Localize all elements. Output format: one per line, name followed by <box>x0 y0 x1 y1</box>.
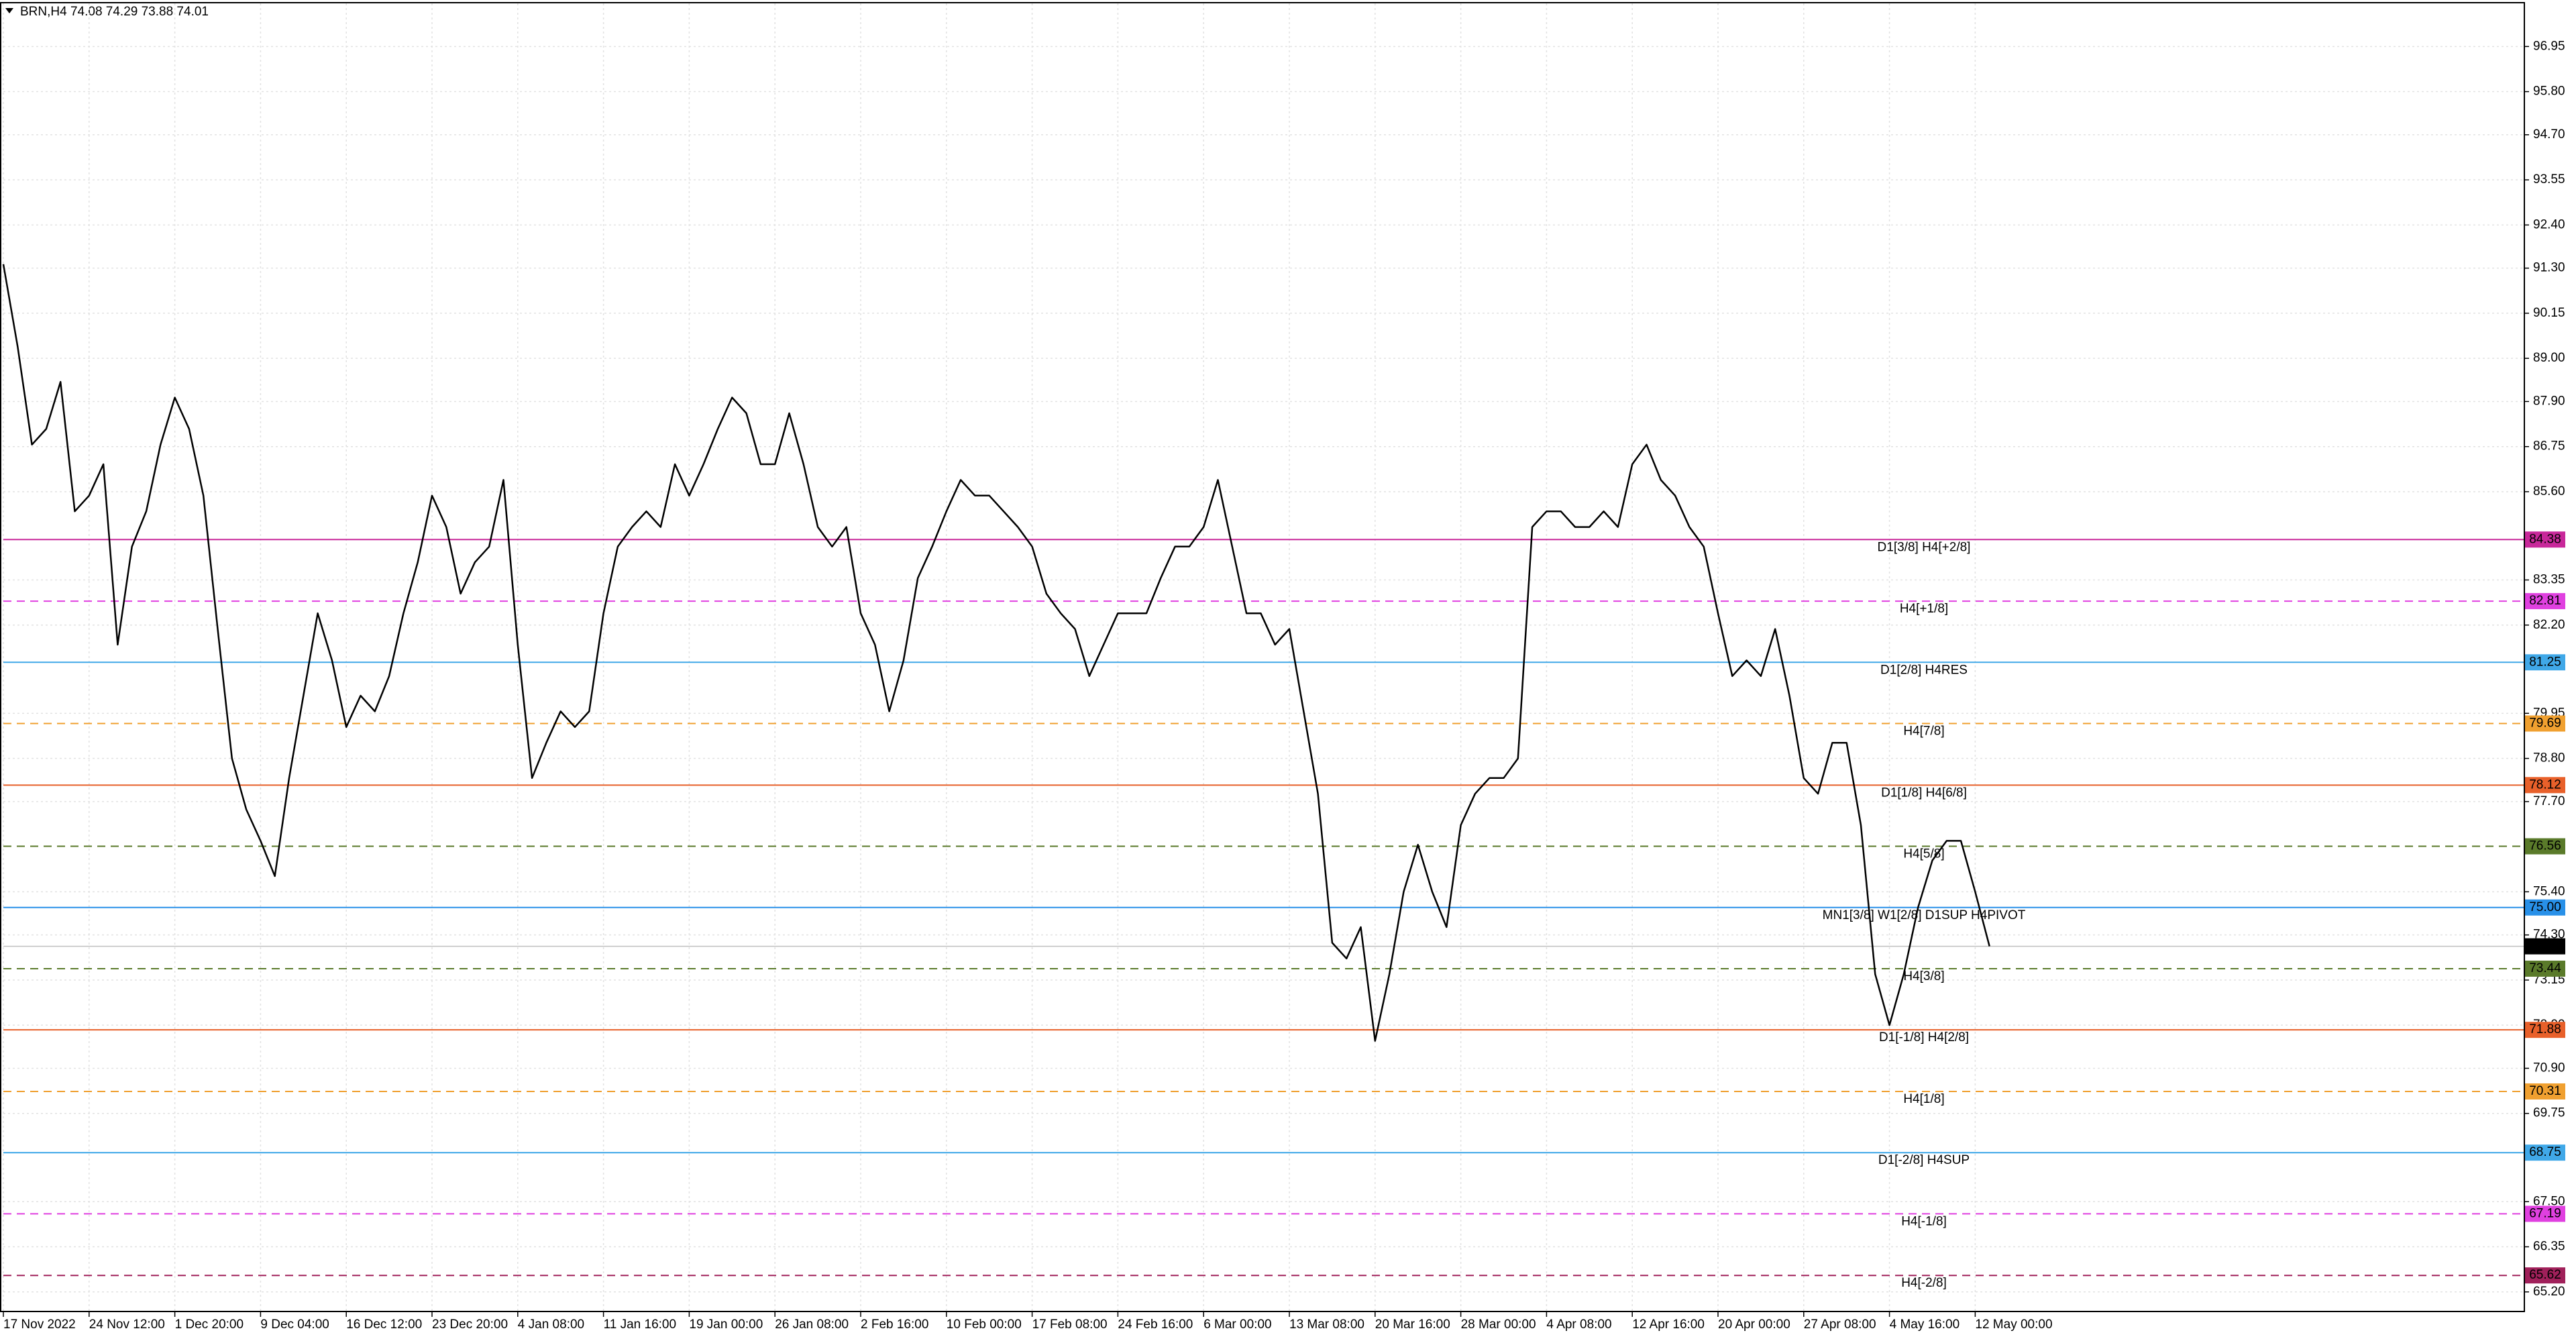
y-tick-label: 95.80 <box>2533 85 2565 99</box>
y-tick-label: 77.70 <box>2533 794 2565 808</box>
price-tag <box>2525 960 2565 977</box>
x-tick-label: 4 Jan 08:00 <box>518 1318 584 1332</box>
last-price-label: 74.01 <box>2529 939 2561 953</box>
y-tick-label: 89.00 <box>2533 351 2565 365</box>
x-tick-label: 12 Apr 16:00 <box>1632 1318 1705 1332</box>
y-tick-label: 92.40 <box>2533 217 2565 231</box>
x-tick-label: 2 Feb 16:00 <box>861 1318 928 1332</box>
price-tag-label: 68.75 <box>2529 1145 2561 1159</box>
price-tag-label: 81.25 <box>2529 655 2561 669</box>
y-tick-label: 70.90 <box>2533 1061 2565 1075</box>
x-tick-label: 20 Mar 16:00 <box>1375 1318 1450 1332</box>
level-label: H4[-2/8] <box>1901 1276 1947 1290</box>
x-tick-label: 24 Nov 12:00 <box>89 1318 165 1332</box>
price-tag <box>2525 838 2565 855</box>
y-tick-label: 91.30 <box>2533 261 2565 275</box>
price-tag <box>2525 777 2565 794</box>
y-tick-label: 94.70 <box>2533 127 2565 142</box>
x-tick-label: 6 Mar 00:00 <box>1203 1318 1271 1332</box>
y-tick-label: 66.35 <box>2533 1240 2565 1254</box>
price-tag-label: 79.69 <box>2529 716 2561 731</box>
level-label: D1[2/8] H4RES <box>1880 663 1968 677</box>
y-tick-label: 93.55 <box>2533 172 2565 186</box>
x-tick-label: 4 Apr 08:00 <box>1546 1318 1611 1332</box>
y-tick-label: 86.75 <box>2533 439 2565 453</box>
x-tick-label: 4 May 16:00 <box>1890 1318 1960 1332</box>
x-tick-label: 11 Jan 16:00 <box>604 1318 676 1332</box>
y-tick-label: 74.30 <box>2533 928 2565 942</box>
x-tick-label: 12 May 00:00 <box>1975 1318 2052 1332</box>
price-tag-label: 78.12 <box>2529 778 2561 792</box>
level-label: D1[-1/8] H4[2/8] <box>1879 1030 1969 1045</box>
price-tag-label: 73.44 <box>2529 961 2561 975</box>
price-tag-label: 71.88 <box>2529 1022 2561 1036</box>
price-tag-label: 84.38 <box>2529 532 2561 546</box>
chart-title: BRN,H4 74.08 74.29 73.88 74.01 <box>20 5 209 19</box>
level-label: H4[1/8] <box>1903 1092 1944 1106</box>
level-label: H4[7/8] <box>1903 725 1944 739</box>
y-tick-label: 96.95 <box>2533 39 2565 53</box>
x-tick-label: 17 Feb 08:00 <box>1032 1318 1108 1332</box>
y-tick-label: 83.35 <box>2533 573 2565 587</box>
price-tag <box>2525 1267 2565 1284</box>
price-tag <box>2525 593 2565 610</box>
level-label: H4[-1/8] <box>1901 1214 1947 1228</box>
y-tick-label: 85.60 <box>2533 484 2565 498</box>
y-tick-label: 82.20 <box>2533 618 2565 632</box>
x-tick-label: 1 Dec 20:00 <box>175 1318 244 1332</box>
price-tag <box>2525 899 2565 916</box>
price-tag <box>2525 715 2565 732</box>
y-tick-label: 78.80 <box>2533 751 2565 765</box>
price-tag <box>2525 1022 2565 1038</box>
x-tick-label: 27 Apr 08:00 <box>1804 1318 1876 1332</box>
x-tick-label: 23 Dec 20:00 <box>432 1318 508 1332</box>
price-tag <box>2525 531 2565 548</box>
x-tick-label: 24 Feb 16:00 <box>1118 1318 1193 1332</box>
y-tick-label: 87.90 <box>2533 394 2565 408</box>
x-tick-label: 16 Dec 12:00 <box>346 1318 422 1332</box>
y-tick-label: 90.15 <box>2533 306 2565 320</box>
plot-frame <box>0 2 2525 1312</box>
price-tag-label: 82.81 <box>2529 594 2561 608</box>
level-label: D1[1/8] H4[6/8] <box>1881 786 1967 800</box>
level-label: H4[+1/8] <box>1900 602 1948 616</box>
price-tag-label: 75.00 <box>2529 900 2561 914</box>
price-tag <box>2525 1144 2565 1161</box>
level-label: D1[3/8] H4[+2/8] <box>1878 540 1971 554</box>
price-tag <box>2525 1206 2565 1222</box>
price-tag-label: 76.56 <box>2529 839 2561 853</box>
x-tick-label: 19 Jan 00:00 <box>689 1318 763 1332</box>
title-icon <box>5 8 13 13</box>
price-tag <box>2525 654 2565 671</box>
level-label: MN1[3/8] W1[2/8] D1SUP H4PIVOT <box>1823 908 2026 922</box>
last-price-tag <box>2525 938 2565 955</box>
y-tick-label: 75.40 <box>2533 884 2565 898</box>
x-tick-label: 17 Nov 2022 <box>3 1318 76 1332</box>
price-tag <box>2525 1083 2565 1100</box>
level-label: H4[5/8] <box>1903 847 1944 861</box>
y-tick-label: 69.75 <box>2533 1106 2565 1120</box>
x-tick-label: 26 Jan 08:00 <box>775 1318 849 1332</box>
x-tick-label: 13 Mar 08:00 <box>1289 1318 1364 1332</box>
price-line <box>2 264 1990 1042</box>
price-tag-label: 67.19 <box>2529 1206 2561 1220</box>
x-tick-label: 28 Mar 00:00 <box>1461 1318 1536 1332</box>
x-tick-label: 9 Dec 04:00 <box>260 1318 329 1332</box>
x-tick-label: 10 Feb 00:00 <box>947 1318 1022 1332</box>
price-tag-label: 70.31 <box>2529 1084 2561 1098</box>
level-label: D1[-2/8] H4SUP <box>1878 1153 1970 1167</box>
y-tick-label: 65.20 <box>2533 1285 2565 1299</box>
x-tick-label: 20 Apr 00:00 <box>1718 1318 1790 1332</box>
price-tag-label: 65.62 <box>2529 1268 2561 1282</box>
y-tick-label: 67.50 <box>2533 1194 2565 1208</box>
level-label: H4[3/8] <box>1903 969 1944 983</box>
